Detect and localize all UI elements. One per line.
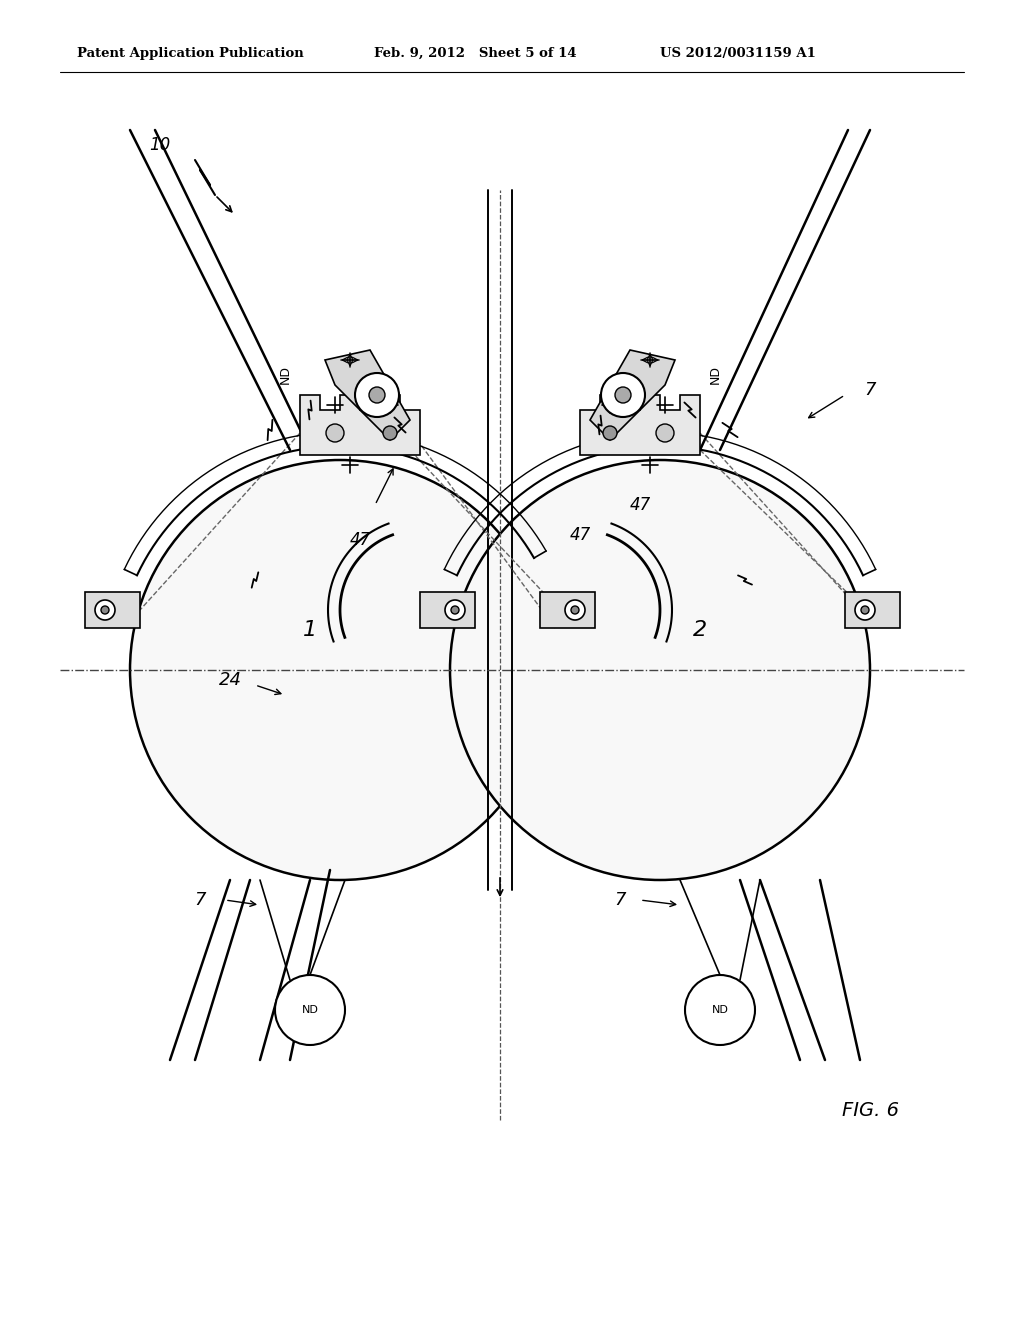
Text: 1: 1 [303,620,317,640]
Circle shape [656,424,674,442]
Circle shape [326,424,344,442]
Polygon shape [325,350,410,440]
Circle shape [565,601,585,620]
Text: 47: 47 [349,531,371,549]
Circle shape [445,601,465,620]
Polygon shape [300,395,420,455]
Circle shape [571,606,579,614]
Text: ND: ND [712,1005,728,1015]
Circle shape [603,426,617,440]
Circle shape [95,601,115,620]
Circle shape [369,387,385,403]
Text: 47: 47 [630,496,650,513]
Text: US 2012/0031159 A1: US 2012/0031159 A1 [660,46,816,59]
Circle shape [130,459,550,880]
Circle shape [101,606,109,614]
Text: Feb. 9, 2012   Sheet 5 of 14: Feb. 9, 2012 Sheet 5 of 14 [374,46,577,59]
Polygon shape [420,591,475,628]
Polygon shape [845,591,900,628]
Polygon shape [540,591,595,628]
Text: ND: ND [279,366,292,384]
Text: FIG. 6: FIG. 6 [842,1101,898,1119]
Circle shape [861,606,869,614]
Text: 7: 7 [864,381,876,399]
Circle shape [383,426,397,440]
Text: ND: ND [709,366,722,384]
Circle shape [685,975,755,1045]
Circle shape [451,606,459,614]
Text: 47: 47 [569,525,591,544]
Circle shape [450,459,870,880]
Text: 2: 2 [693,620,707,640]
Text: Patent Application Publication: Patent Application Publication [77,46,303,59]
Polygon shape [590,350,675,440]
Circle shape [275,975,345,1045]
Text: ND: ND [301,1005,318,1015]
Circle shape [615,387,631,403]
Text: 24: 24 [218,671,242,689]
Text: 10: 10 [150,136,171,154]
Circle shape [355,374,399,417]
Text: 7: 7 [195,891,206,909]
Polygon shape [580,395,700,455]
Circle shape [855,601,874,620]
Text: 7: 7 [614,891,626,909]
Circle shape [601,374,645,417]
Polygon shape [85,591,140,628]
